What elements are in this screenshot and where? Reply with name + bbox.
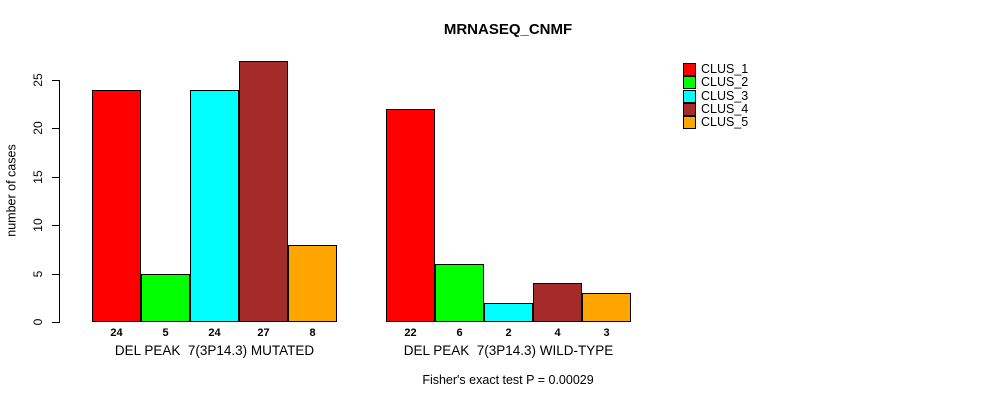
y-tick-label: 0 <box>31 318 45 326</box>
legend-swatch <box>683 89 696 103</box>
bar-value-label: 2 <box>505 327 512 339</box>
y-axis-label: number of cases <box>4 144 19 237</box>
bar <box>239 60 288 322</box>
y-tick-label: 20 <box>31 121 45 136</box>
bar-value-label: 24 <box>110 327 123 339</box>
bar-value-label: 24 <box>208 327 221 339</box>
legend-label: CLUS_3 <box>701 88 749 103</box>
legend-item: CLUS_5 <box>683 115 749 130</box>
bar-value-label: 5 <box>162 327 169 339</box>
legend-item: CLUS_1 <box>683 62 749 77</box>
bar-value-label: 4 <box>554 327 561 339</box>
group-label: DEL PEAK 7(3P14.3) WILD-TYPE <box>403 343 614 358</box>
legend-swatch <box>683 63 696 77</box>
bar <box>141 273 190 322</box>
legend-label: CLUS_5 <box>701 115 749 130</box>
bar <box>582 292 631 322</box>
y-tick-mark <box>52 322 59 323</box>
legend-swatch <box>683 76 696 90</box>
bar-value-label: 27 <box>257 327 270 339</box>
y-tick-mark <box>52 80 59 81</box>
y-tick-label: 10 <box>31 218 45 232</box>
y-axis-line <box>59 80 60 323</box>
y-tick-label: 5 <box>31 270 45 277</box>
y-tick-label: 15 <box>31 170 45 184</box>
bar-value-label: 3 <box>603 327 610 339</box>
legend-swatch <box>683 103 696 117</box>
legend-item: CLUS_4 <box>683 102 749 117</box>
legend-item: CLUS_2 <box>683 75 749 90</box>
chart-title: MRNASEQ_CNMF <box>443 21 573 38</box>
y-tick-label: 25 <box>31 73 45 87</box>
bar <box>435 263 484 322</box>
legend-label: CLUS_4 <box>701 102 749 117</box>
legend-label: CLUS_2 <box>701 75 749 90</box>
group-label: DEL PEAK 7(3P14.3) MUTATED <box>114 343 315 358</box>
y-tick-mark <box>52 176 59 178</box>
y-tick-mark <box>52 273 59 275</box>
legend-label: CLUS_1 <box>701 62 749 77</box>
footnote: Fisher's exact test P = 0.00029 <box>422 373 594 387</box>
bar <box>92 89 141 322</box>
bar <box>190 89 239 322</box>
y-tick-mark <box>52 128 59 130</box>
y-tick-mark <box>52 225 59 227</box>
bar <box>288 244 337 322</box>
legend: CLUS_1 CLUS_2 CLUS_3 CLUS_4 CLUS_5 <box>683 62 749 130</box>
bar-value-label: 8 <box>309 327 316 339</box>
bar <box>533 283 582 322</box>
bar-value-label: 22 <box>404 327 417 339</box>
bar <box>386 109 435 322</box>
bar-value-label: 6 <box>456 327 463 339</box>
legend-swatch <box>683 116 696 130</box>
bar <box>484 302 533 322</box>
legend-item: CLUS_3 <box>683 88 749 103</box>
